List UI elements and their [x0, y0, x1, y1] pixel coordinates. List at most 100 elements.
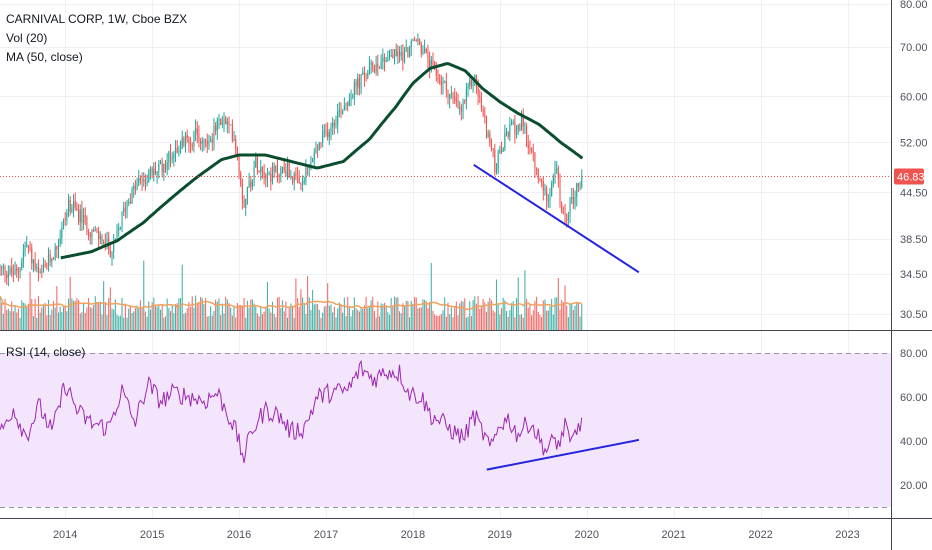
- volume-bar: [275, 317, 277, 330]
- candle-body: [52, 258, 55, 260]
- candle-body: [129, 201, 131, 204]
- volume-legend[interactable]: Vol (20): [6, 31, 48, 45]
- volume-bar: [308, 297, 310, 330]
- candle-body: [395, 49, 397, 57]
- volume-bar: [91, 308, 93, 330]
- last-price-tag: 46.83: [894, 168, 925, 185]
- rsi-trendline[interactable]: [486, 438, 640, 471]
- candle-body: [119, 227, 121, 229]
- volume-bar: [231, 315, 233, 330]
- volume-bar: [103, 281, 105, 330]
- volume-bar: [327, 283, 329, 330]
- volume-bar: [392, 306, 394, 330]
- candle-body: [109, 249, 111, 257]
- volume-bar: [54, 307, 56, 330]
- volume-bar: [407, 300, 409, 330]
- volume-bar: [302, 297, 304, 330]
- volume-bar: [347, 296, 349, 330]
- ma-legend[interactable]: MA (50, close): [6, 50, 83, 64]
- volume-bar: [367, 308, 369, 330]
- candle-body: [260, 166, 262, 173]
- volume-bar: [315, 303, 317, 330]
- volume-bar: [173, 313, 175, 330]
- volume-bar: [482, 299, 484, 330]
- volume-bar: [281, 300, 284, 330]
- candle-body: [2, 266, 4, 268]
- volume-bar: [164, 316, 167, 330]
- volume-bar: [489, 297, 491, 330]
- candle-body: [522, 116, 524, 127]
- candle-body: [66, 213, 68, 220]
- candle-body: [380, 61, 382, 69]
- candle-body: [29, 247, 31, 249]
- volume-bar: [226, 299, 228, 330]
- candle-body: [567, 214, 569, 220]
- candle-body: [490, 143, 493, 149]
- candle-body: [576, 183, 578, 197]
- volume-bar: [181, 264, 183, 330]
- candle-body: [123, 208, 125, 213]
- candle-body: [516, 130, 518, 135]
- volume-bar: [119, 315, 121, 330]
- candle-body: [439, 79, 441, 81]
- time-tick-label: 2017: [314, 529, 338, 541]
- volume-bar: [300, 289, 302, 330]
- price-axis[interactable]: 80.00 70.00 60.00 52.00 44.50 38.50 34.50 30.50: [900, 0, 928, 321]
- candle-body: [442, 81, 444, 86]
- rsi-legend[interactable]: RSI (14, close): [6, 345, 86, 359]
- symbol-legend[interactable]: CARNIVAL CORP, 1W, Cboe BZX: [6, 12, 188, 26]
- volume-bar: [37, 296, 39, 330]
- candle-body: [502, 148, 504, 152]
- price-candles: [0, 33, 583, 287]
- candle-body: [571, 197, 573, 199]
- volume-bar: [317, 304, 319, 330]
- candle-body: [183, 137, 185, 146]
- volume-bar: [101, 314, 103, 330]
- candle-body: [315, 147, 317, 154]
- candle-body: [362, 72, 364, 75]
- candle-body: [303, 181, 305, 183]
- price-trendline[interactable]: [473, 163, 640, 274]
- volume-bar: [96, 303, 98, 330]
- volume-bar: [432, 310, 434, 330]
- volume-bar: [208, 316, 210, 330]
- volume-bar: [285, 301, 287, 330]
- rsi-axis[interactable]: 80.00 60.00 40.00 20.00: [900, 348, 928, 492]
- volume-bar: [248, 307, 250, 330]
- candle-body: [285, 170, 287, 177]
- candle-body: [286, 162, 289, 177]
- candle-body: [73, 201, 75, 208]
- volume-bar: [225, 296, 227, 330]
- volume-bar: [579, 316, 581, 330]
- volume-bar: [86, 307, 88, 330]
- volume-bar: [64, 305, 66, 330]
- volume-bar: [415, 297, 417, 330]
- candle-body: [124, 208, 126, 211]
- candle-body: [307, 166, 309, 169]
- candle-body: [200, 141, 202, 144]
- candle-body: [116, 230, 118, 239]
- volume-bar: [83, 302, 85, 330]
- candle-body: [357, 78, 359, 88]
- candle-body: [21, 261, 23, 269]
- candle-body: [412, 39, 414, 42]
- candle-body: [268, 173, 270, 175]
- candle-body: [154, 168, 157, 175]
- candle-body: [49, 254, 51, 262]
- candle-body: [248, 181, 250, 188]
- candle-body: [280, 168, 282, 177]
- candle-body: [322, 132, 324, 143]
- time-axis[interactable]: 2014 2015 2016 2017 2018 2019 2020 2021 2022 2023: [53, 529, 860, 541]
- candle-body: [231, 124, 233, 141]
- candle-body: [56, 246, 58, 250]
- time-tick-label: 2015: [140, 529, 164, 541]
- candle-body: [574, 196, 576, 205]
- volume-bar: [402, 303, 404, 330]
- volume-bar: [400, 313, 402, 330]
- candle-body: [173, 153, 175, 159]
- candle-body: [225, 117, 227, 125]
- candle-body: [409, 47, 411, 58]
- volume-bar: [129, 306, 131, 330]
- volume-bar: [434, 314, 436, 330]
